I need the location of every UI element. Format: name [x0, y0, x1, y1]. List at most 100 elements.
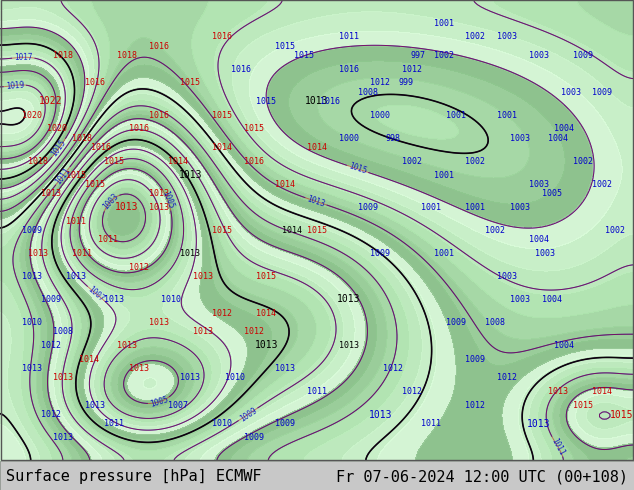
Text: 1002: 1002: [484, 226, 505, 235]
Text: 1012: 1012: [129, 263, 150, 271]
Text: 1013: 1013: [66, 272, 86, 281]
Text: 1011: 1011: [98, 235, 118, 244]
Text: 1009: 1009: [41, 295, 61, 304]
Text: 1015: 1015: [85, 180, 105, 189]
Text: 1009: 1009: [358, 203, 378, 212]
Text: 1009: 1009: [243, 433, 264, 442]
Text: 1002: 1002: [434, 51, 454, 60]
Text: 1014: 1014: [275, 180, 295, 189]
Text: 1013: 1013: [104, 295, 124, 304]
Text: 1013: 1013: [148, 189, 169, 198]
Text: 1002: 1002: [465, 32, 486, 41]
Text: 1000: 1000: [339, 134, 359, 143]
Text: 1014: 1014: [307, 143, 327, 152]
Text: 1016: 1016: [129, 124, 150, 133]
Text: 1011: 1011: [104, 419, 124, 428]
Text: 1012: 1012: [243, 327, 264, 336]
Text: 1005: 1005: [160, 190, 175, 210]
Text: 1015: 1015: [294, 51, 314, 60]
Text: 1015: 1015: [256, 97, 276, 106]
Text: 1007: 1007: [167, 401, 188, 410]
Text: 1013: 1013: [368, 410, 392, 419]
Text: 1013: 1013: [22, 272, 42, 281]
Text: 1013: 1013: [115, 202, 139, 212]
Text: 1013: 1013: [180, 249, 200, 258]
Text: 1014: 1014: [281, 226, 302, 235]
Text: 1013: 1013: [178, 170, 202, 180]
Text: 1004: 1004: [548, 134, 568, 143]
Text: 997: 997: [411, 51, 426, 60]
Text: 998: 998: [385, 134, 401, 143]
Text: 1015: 1015: [275, 42, 295, 50]
Text: 1004: 1004: [554, 341, 574, 350]
Text: 1001: 1001: [465, 203, 486, 212]
Text: 1001: 1001: [497, 111, 517, 120]
Text: 1010: 1010: [212, 419, 232, 428]
Text: 1013: 1013: [53, 373, 74, 382]
Text: 1009: 1009: [446, 318, 467, 327]
Text: 1019: 1019: [5, 80, 25, 91]
Text: 1002: 1002: [605, 226, 625, 235]
Text: 1011: 1011: [307, 387, 327, 396]
Text: 1013: 1013: [180, 373, 200, 382]
Text: 1013: 1013: [527, 419, 551, 429]
Text: 1011: 1011: [549, 436, 566, 457]
Text: 1010: 1010: [161, 295, 181, 304]
Text: 1015: 1015: [307, 226, 327, 235]
Text: 1013: 1013: [41, 189, 61, 198]
Text: 1014: 1014: [256, 309, 276, 318]
Text: 1016: 1016: [339, 65, 359, 74]
Text: 1012: 1012: [212, 309, 232, 318]
Text: 1016: 1016: [212, 32, 232, 41]
Text: 1004: 1004: [554, 124, 574, 133]
Text: 1012: 1012: [465, 401, 486, 410]
Text: 1013: 1013: [305, 97, 329, 106]
Text: 1012: 1012: [41, 410, 61, 419]
Text: 1011: 1011: [54, 166, 72, 186]
Text: 1010: 1010: [224, 373, 245, 382]
Text: 1015: 1015: [243, 124, 264, 133]
Text: 1003: 1003: [497, 32, 517, 41]
Text: 1018: 1018: [28, 157, 48, 166]
Text: 1012: 1012: [497, 373, 517, 382]
Text: 1013: 1013: [22, 364, 42, 373]
Text: 1011: 1011: [421, 419, 441, 428]
Text: 1018: 1018: [72, 134, 93, 143]
Text: 1001: 1001: [434, 171, 454, 179]
Text: 1013: 1013: [53, 433, 74, 442]
Text: 1014: 1014: [592, 387, 612, 396]
Text: 1003: 1003: [560, 88, 581, 97]
Text: 1008: 1008: [53, 327, 74, 336]
Text: 1013: 1013: [193, 272, 213, 281]
Text: 1016: 1016: [85, 78, 105, 87]
Text: Fr 07-06-2024 12:00 UTC (00+108): Fr 07-06-2024 12:00 UTC (00+108): [335, 469, 628, 484]
Text: 1013: 1013: [117, 341, 137, 350]
Text: 1013: 1013: [337, 294, 361, 304]
Text: 1007: 1007: [86, 285, 107, 303]
Text: 1005: 1005: [149, 395, 169, 409]
Text: 1004: 1004: [529, 235, 549, 244]
Text: 1015: 1015: [104, 157, 124, 166]
Text: 1005: 1005: [541, 189, 562, 198]
Text: 1001: 1001: [434, 19, 454, 27]
Text: 1014: 1014: [212, 143, 232, 152]
Text: 1009: 1009: [238, 406, 258, 423]
Text: 1020: 1020: [47, 124, 67, 133]
Text: 1003: 1003: [529, 180, 549, 189]
Text: 1015: 1015: [212, 111, 232, 120]
Text: 1010: 1010: [22, 318, 42, 327]
Text: 1003: 1003: [510, 295, 530, 304]
Text: 1016: 1016: [243, 157, 264, 166]
Text: Surface pressure [hPa] ECMWF: Surface pressure [hPa] ECMWF: [6, 469, 262, 484]
Text: 1011: 1011: [72, 249, 93, 258]
Text: 1012: 1012: [370, 78, 391, 87]
Text: 1009: 1009: [573, 51, 593, 60]
Text: 1013: 1013: [275, 364, 295, 373]
Text: 1013: 1013: [548, 387, 568, 396]
Text: 1009: 1009: [275, 419, 295, 428]
Text: 1015: 1015: [609, 410, 633, 419]
Text: 1001: 1001: [446, 111, 467, 120]
Text: 1015: 1015: [256, 272, 276, 281]
Text: 1001: 1001: [434, 249, 454, 258]
Text: 1013: 1013: [254, 341, 278, 350]
